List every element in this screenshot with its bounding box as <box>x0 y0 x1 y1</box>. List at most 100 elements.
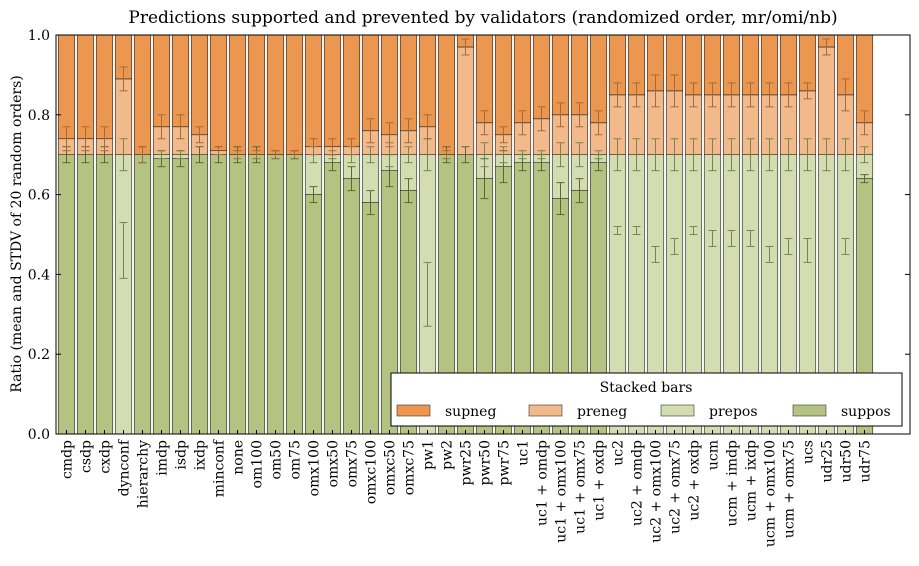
bar-suppos <box>76 154 95 435</box>
x-tick-label: csdp <box>79 440 95 473</box>
x-tick-label: pwr25 <box>459 440 475 485</box>
x-axis: cmdp csdp cxdp dynconf hierarchy imdp isdp ixdp… <box>60 430 874 547</box>
bar-supneg <box>361 34 380 132</box>
legend-box <box>390 372 903 427</box>
bar-prepos <box>114 154 133 435</box>
x-tick-label: ucs <box>801 440 817 464</box>
legend-label-supneg: supneg <box>445 404 496 420</box>
bar-supneg <box>855 34 874 124</box>
x-tick-label: imdp <box>155 440 171 476</box>
bar-supneg <box>95 34 114 140</box>
y-tick-label: 0.4 <box>28 267 50 283</box>
x-tick-label: ucm + imdp <box>725 440 741 526</box>
legend-swatch-supneg <box>396 404 431 417</box>
error-bars-layer <box>62 38 869 327</box>
y-tick-label: 0.8 <box>28 108 50 124</box>
bar-supneg <box>513 34 532 124</box>
x-tick-label: udr75 <box>858 440 874 483</box>
legend-swatch-prepos <box>660 404 695 417</box>
bar-supneg <box>266 34 285 155</box>
x-tick-label: uc1 + omx75 <box>573 440 589 534</box>
x-tick-label: uc1 + oxdp <box>592 440 608 521</box>
bar-suppos <box>209 154 228 435</box>
x-tick-label: om50 <box>269 440 285 480</box>
x-tick-label: omx50 <box>326 440 342 487</box>
bar-suppos <box>361 202 380 435</box>
x-tick-label: uc1 + omdp <box>535 440 551 526</box>
bar-supneg <box>475 34 494 124</box>
bar-supneg <box>285 34 304 155</box>
bar-supneg <box>589 34 608 124</box>
bar-suppos <box>304 194 323 435</box>
x-tick-label: pwr50 <box>478 440 494 485</box>
x-tick-label: omxc50 <box>383 440 399 495</box>
x-tick-label: dynconf <box>117 438 133 496</box>
legend-title: Stacked bars <box>600 380 693 396</box>
bar-suppos <box>266 154 285 435</box>
x-tick-label: omxc75 <box>402 440 418 495</box>
legend-label-suppos: suppos <box>841 404 891 420</box>
x-tick-label: om100 <box>250 440 266 488</box>
x-tick-label: omx75 <box>345 440 361 487</box>
x-tick-label: uc1 <box>516 440 532 466</box>
legend-swatch-preneg <box>528 404 563 417</box>
y-tick-label: 1.0 <box>28 28 50 44</box>
x-tick-label: uc2 <box>611 440 627 466</box>
bar-suppos <box>285 154 304 435</box>
y-tick-label: 0.2 <box>28 347 50 363</box>
bar-supneg <box>57 34 76 140</box>
bar-suppos <box>190 154 209 435</box>
x-tick-label: uc2 + omx100 <box>649 440 665 543</box>
x-tick-label: ucm + omx100 <box>763 440 779 547</box>
bar-suppos <box>57 154 76 435</box>
chart-title: Predictions supported and prevented by v… <box>128 8 837 28</box>
bar-supneg <box>342 34 361 148</box>
bar-supneg <box>380 34 399 136</box>
x-tick-label: ucm <box>706 440 722 470</box>
bar-supneg <box>209 34 228 152</box>
legend: Stacked bars supneg preneg prepos suppos <box>390 372 903 427</box>
x-tick-label: udr50 <box>839 440 855 483</box>
x-tick-label: pwr75 <box>497 440 513 485</box>
x-tick-label: ixdp <box>193 440 209 470</box>
x-tick-label: om75 <box>288 440 304 480</box>
bar-supneg <box>323 34 342 148</box>
bar-suppos <box>247 154 266 435</box>
plot-frame <box>55 34 911 435</box>
x-tick-label: pw1 <box>421 440 437 470</box>
bar-suppos <box>323 162 342 435</box>
bar-supneg <box>76 34 95 140</box>
x-tick-label: omxc100 <box>364 440 380 504</box>
bar-suppos <box>152 158 171 435</box>
bar-supneg <box>418 34 437 128</box>
bar-suppos <box>133 154 152 435</box>
x-tick-label: hierarchy <box>136 440 152 508</box>
legend-label-preneg: preneg <box>577 404 627 420</box>
bar-supneg <box>494 34 513 136</box>
bar-suppos <box>171 158 190 435</box>
y-tick-label: 0.0 <box>28 427 50 443</box>
x-tick-label: uc2 + oxdp <box>687 440 703 521</box>
bar-supneg <box>304 34 323 148</box>
bar-suppos <box>228 154 247 435</box>
x-tick-label: uc2 + omx75 <box>668 440 684 534</box>
x-tick-label: udr25 <box>820 440 836 483</box>
bar-supneg <box>228 34 247 155</box>
bar-supneg <box>133 34 152 155</box>
bar-preneg <box>456 46 475 156</box>
bar-suppos <box>342 178 361 435</box>
bar-supneg <box>152 34 171 128</box>
x-tick-label: ucm + omx75 <box>782 440 798 538</box>
x-tick-label: pw2 <box>440 440 456 470</box>
bar-supneg <box>247 34 266 155</box>
x-tick-label: none <box>231 440 247 475</box>
x-tick-label: minconf <box>212 438 228 497</box>
y-axis: 0.0 0.2 0.4 0.6 0.8 1.0 <box>28 28 910 443</box>
bar-supneg <box>437 34 456 155</box>
legend-swatch-suppos <box>792 404 827 417</box>
bar-supneg <box>532 34 551 120</box>
bar-supneg <box>399 34 418 132</box>
bar-supneg <box>190 34 209 136</box>
